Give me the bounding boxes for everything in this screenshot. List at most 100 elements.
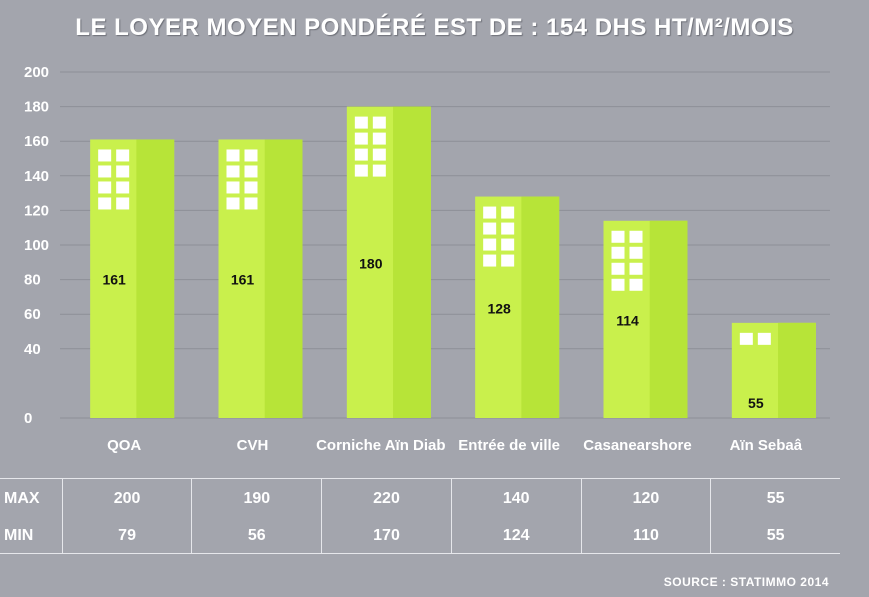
category-label: Entrée de ville bbox=[458, 437, 560, 454]
category-label: CVH bbox=[237, 437, 269, 454]
window-decoration bbox=[116, 165, 130, 178]
window-decoration bbox=[483, 238, 497, 251]
bar: 114 bbox=[603, 220, 688, 418]
bar: 161 bbox=[218, 139, 303, 418]
category-labels: QOA CVH Corniche Aïn Diab Entrée de ville Ca… bbox=[107, 437, 803, 454]
window-decoration bbox=[757, 332, 771, 345]
window-decoration bbox=[354, 116, 368, 129]
bar-chart: 0 40 60 80 100 120 140 160 180 200 161 161 180 128 11… bbox=[24, 64, 830, 454]
max-cell: 120 bbox=[580, 478, 711, 519]
y-tick-label: 80 bbox=[24, 272, 41, 289]
bar-side bbox=[521, 196, 560, 418]
y-tick-label: 160 bbox=[24, 133, 49, 150]
bar-value-label: 161 bbox=[231, 272, 255, 288]
min-max-table: MAX 200 190 220 140 120 55 MIN 79 56 170… bbox=[0, 478, 840, 554]
window-decoration bbox=[501, 206, 515, 219]
min-cell: 170 bbox=[321, 519, 452, 554]
min-cell: 110 bbox=[580, 519, 711, 554]
window-decoration bbox=[98, 149, 112, 162]
min-cell: 79 bbox=[61, 519, 192, 554]
window-decoration bbox=[226, 181, 240, 194]
y-tick-label: 200 bbox=[24, 64, 49, 81]
window-decoration bbox=[611, 246, 625, 259]
min-cell: 55 bbox=[710, 519, 840, 554]
table-row-min: MIN 79 56 170 124 110 55 bbox=[0, 519, 840, 554]
window-decoration bbox=[629, 246, 643, 259]
min-cell: 124 bbox=[450, 519, 582, 554]
gridlines bbox=[60, 71, 830, 419]
window-decoration bbox=[116, 149, 130, 162]
bar-side bbox=[778, 322, 816, 418]
window-decoration bbox=[98, 181, 112, 194]
y-tick-label: 60 bbox=[24, 306, 41, 323]
y-tick-label: 40 bbox=[24, 341, 41, 358]
window-decoration bbox=[372, 148, 386, 161]
bar: 161 bbox=[90, 139, 175, 418]
window-decoration bbox=[483, 254, 497, 267]
bar-value-label: 114 bbox=[616, 312, 639, 328]
window-decoration bbox=[354, 132, 368, 145]
window-decoration bbox=[501, 238, 515, 251]
window-decoration bbox=[629, 230, 643, 243]
bar-value-label: 128 bbox=[487, 300, 511, 316]
category-label: Corniche Aïn Diab bbox=[316, 437, 445, 454]
max-cell: 55 bbox=[710, 478, 840, 519]
window-decoration bbox=[244, 197, 258, 210]
category-label: QOA bbox=[107, 437, 141, 454]
window-decoration bbox=[354, 148, 368, 161]
window-decoration bbox=[483, 206, 497, 219]
window-decoration bbox=[739, 332, 753, 345]
row-label-max: MAX bbox=[0, 478, 63, 519]
window-decoration bbox=[98, 165, 112, 178]
bar-value-label: 180 bbox=[359, 255, 383, 271]
window-decoration bbox=[372, 164, 386, 177]
chart-title: LE LOYER MOYEN PONDÉRÉ EST DE : 154 DHS … bbox=[75, 14, 794, 41]
window-decoration bbox=[629, 262, 643, 275]
max-cell: 220 bbox=[321, 478, 452, 519]
bar-side bbox=[393, 106, 431, 418]
min-cell: 56 bbox=[191, 519, 322, 554]
window-decoration bbox=[611, 278, 625, 291]
window-decoration bbox=[501, 222, 515, 235]
bar-value-label: 161 bbox=[102, 272, 126, 288]
bar: 128 bbox=[475, 196, 560, 418]
y-tick-label: 180 bbox=[24, 99, 49, 116]
bar-side bbox=[649, 220, 688, 418]
max-cell: 200 bbox=[61, 478, 192, 519]
row-label-min: MIN bbox=[0, 519, 63, 554]
window-decoration bbox=[611, 230, 625, 243]
max-cell: 140 bbox=[450, 478, 582, 519]
category-label: Aïn Sebaâ bbox=[730, 437, 803, 454]
window-decoration bbox=[116, 181, 130, 194]
window-decoration bbox=[372, 132, 386, 145]
y-tick-label: 0 bbox=[24, 410, 32, 427]
bar: 55 bbox=[731, 322, 816, 418]
window-decoration bbox=[483, 222, 497, 235]
window-decoration bbox=[244, 181, 258, 194]
source-note: SOURCE : STATIMMO 2014 bbox=[663, 575, 829, 589]
window-decoration bbox=[629, 278, 643, 291]
max-cell: 190 bbox=[191, 478, 322, 519]
window-decoration bbox=[98, 197, 112, 210]
window-decoration bbox=[226, 165, 240, 178]
window-decoration bbox=[244, 149, 258, 162]
bar-side bbox=[136, 139, 175, 418]
bar: 180 bbox=[346, 106, 431, 418]
window-decoration bbox=[226, 197, 240, 210]
window-decoration bbox=[244, 165, 258, 178]
bar-value-label: 55 bbox=[748, 395, 764, 411]
y-tick-label: 140 bbox=[24, 168, 49, 185]
y-tick-label: 100 bbox=[24, 237, 49, 254]
table-row-max: MAX 200 190 220 140 120 55 bbox=[0, 478, 840, 519]
bars: 161 161 180 128 114 55 bbox=[90, 106, 816, 418]
y-axis-ticks: 0 40 60 80 100 120 140 160 180 200 bbox=[24, 64, 49, 427]
window-decoration bbox=[226, 149, 240, 162]
window-decoration bbox=[611, 262, 625, 275]
bar-side bbox=[264, 139, 303, 418]
y-tick-label: 120 bbox=[24, 202, 49, 219]
window-decoration bbox=[501, 254, 515, 267]
category-label: Casanearshore bbox=[583, 437, 691, 454]
window-decoration bbox=[116, 197, 130, 210]
window-decoration bbox=[372, 116, 386, 129]
window-decoration bbox=[354, 164, 368, 177]
